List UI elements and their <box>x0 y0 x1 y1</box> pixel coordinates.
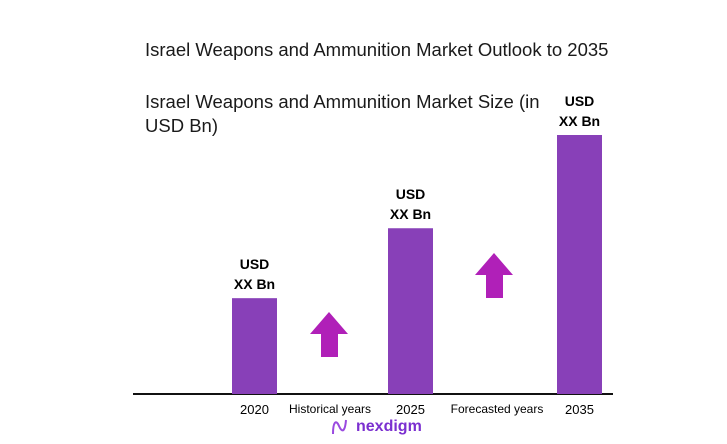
data-label-value: XX Bn <box>390 206 431 222</box>
data-label-usd: USD <box>565 93 595 109</box>
brand-name: nexdigm <box>356 418 422 435</box>
period-label: Forecasted years <box>451 402 544 416</box>
bar-2020 <box>232 298 277 394</box>
x-tick-label: 2025 <box>396 402 425 417</box>
chart-subtitle: Israel Weapons and Ammunition Market Siz… <box>145 91 540 136</box>
period-label: Historical years <box>289 402 371 416</box>
up-arrow-icon <box>310 312 348 357</box>
chart-title: Israel Weapons and Ammunition Market Out… <box>145 39 609 60</box>
bar-2035 <box>557 135 602 394</box>
brand-logo: nexdigm <box>330 416 422 438</box>
x-tick-label: 2020 <box>240 402 269 417</box>
up-arrow-icon <box>475 253 513 298</box>
data-label-usd: USD <box>240 256 270 272</box>
data-label-usd: USD <box>396 186 426 202</box>
x-tick-label: 2035 <box>565 402 594 417</box>
nexdigm-logo-icon <box>332 419 347 435</box>
data-label-value: XX Bn <box>234 276 275 292</box>
data-label-value: XX Bn <box>559 113 600 129</box>
bar-2025 <box>388 228 433 394</box>
